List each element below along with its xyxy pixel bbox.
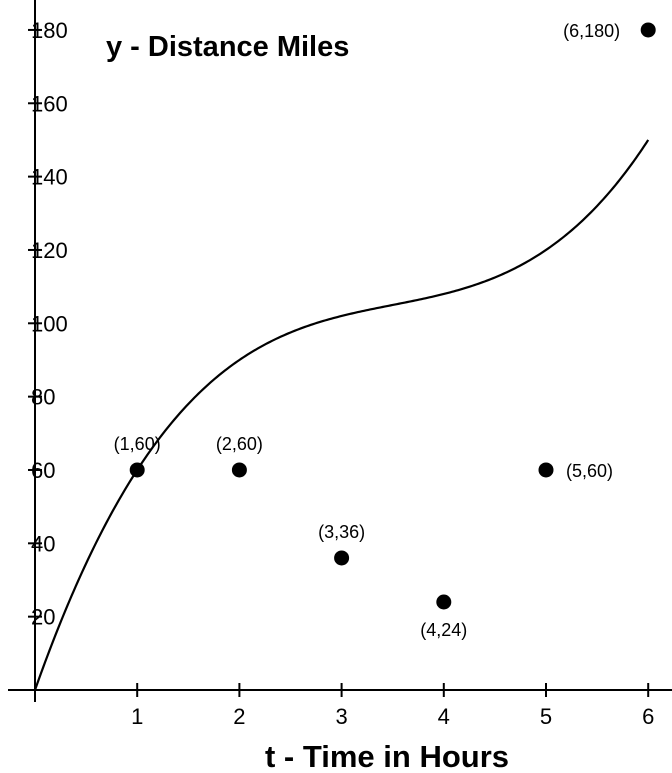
data-point-label: (6,180) bbox=[563, 21, 620, 41]
x-tick-label: 6 bbox=[642, 704, 654, 729]
x-axis-title: t - Time in Hours bbox=[265, 739, 509, 773]
data-point bbox=[334, 550, 350, 566]
data-point bbox=[129, 462, 145, 478]
data-point bbox=[231, 462, 247, 478]
x-tick-label: 3 bbox=[335, 704, 347, 729]
data-point-label: (3,36) bbox=[318, 522, 365, 542]
y-tick-label: 60 bbox=[31, 458, 55, 483]
y-tick-label: 120 bbox=[31, 238, 68, 263]
data-point-label: (1,60) bbox=[114, 434, 161, 454]
x-tick-label: 2 bbox=[233, 704, 245, 729]
data-point-label: (5,60) bbox=[566, 461, 613, 481]
x-tick-label: 5 bbox=[540, 704, 552, 729]
data-points: (1,60) (2,60) (3,36) (4,24) (5,60) (6,180) bbox=[114, 21, 656, 640]
data-point bbox=[436, 594, 452, 610]
data-point bbox=[640, 22, 656, 38]
x-tick-label: 1 bbox=[131, 704, 143, 729]
y-axis-title: y - Distance Miles bbox=[106, 31, 349, 63]
y-tick-label: 100 bbox=[31, 311, 68, 336]
data-point-label: (2,60) bbox=[216, 434, 263, 454]
y-tick-label: 180 bbox=[31, 18, 68, 43]
y-tick-label: 80 bbox=[31, 385, 55, 410]
axes bbox=[8, 0, 672, 702]
ticks: 1 2 3 4 5 6 20 40 60 80 100 120 140 160 180 bbox=[28, 18, 654, 729]
x-tick-label: 4 bbox=[438, 704, 450, 729]
y-tick-label: 140 bbox=[31, 165, 68, 190]
y-tick-label: 160 bbox=[31, 91, 68, 116]
data-point-label: (4,24) bbox=[420, 620, 467, 640]
distance-curve bbox=[33, 139, 650, 691]
y-tick-label: 40 bbox=[31, 531, 55, 556]
data-point bbox=[538, 462, 554, 478]
y-tick-label: 20 bbox=[31, 605, 55, 630]
